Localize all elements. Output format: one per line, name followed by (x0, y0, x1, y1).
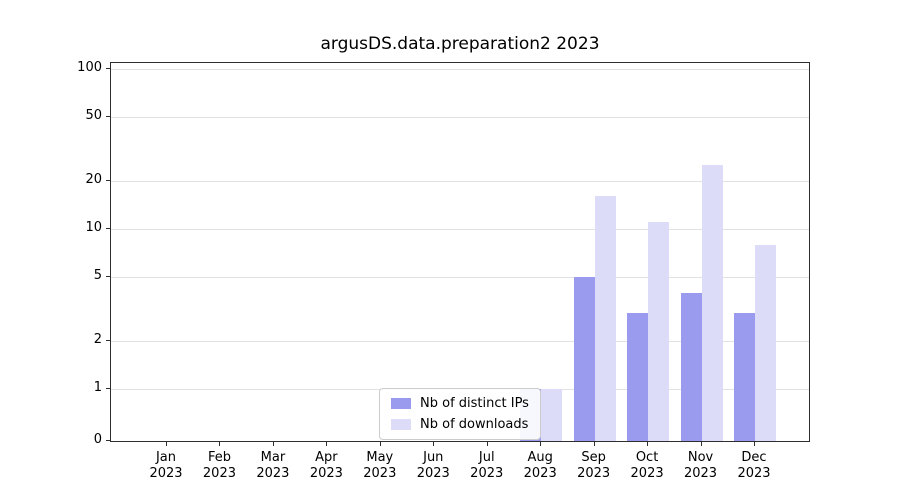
x-tick-mark (272, 442, 274, 446)
y-tick-mark (106, 179, 110, 181)
y-tick-mark (106, 228, 110, 229)
x-tick-label-line: Apr (315, 450, 338, 465)
y-tick-mark (106, 116, 110, 118)
x-tick-label-line: Feb (207, 450, 231, 465)
legend-item-downloads: Nb of downloads (391, 417, 529, 432)
y-tick-label: 50 (85, 108, 102, 124)
x-tick-mark (700, 442, 702, 446)
x-tick-mark (219, 442, 221, 446)
x-tick-label: Mar 2023 (241, 450, 305, 482)
y-tick-mark (106, 68, 110, 69)
x-tick-label-line: 2023 (577, 466, 611, 481)
x-tick-label-line: May (366, 450, 394, 465)
x-tick-label-line: Dec (741, 450, 767, 465)
x-tick-label: Nov 2023 (669, 450, 733, 482)
legend-label-downloads: Nb of downloads (420, 417, 529, 432)
x-tick-mark (433, 442, 435, 446)
x-tick-label: May 2023 (348, 450, 412, 482)
gridline (111, 277, 809, 279)
x-tick-mark (166, 442, 167, 446)
x-tick-label-line: 2023 (630, 466, 664, 481)
gridline (111, 69, 809, 70)
x-tick-label: Feb 2023 (187, 450, 251, 482)
x-tick-label-line: Mar (260, 450, 286, 465)
bar-downloads (755, 244, 776, 441)
gridline (111, 229, 809, 230)
x-tick-label: Dec 2023 (722, 450, 786, 482)
x-tick-label-line: Jan (155, 450, 177, 465)
x-tick-label: Jan 2023 (134, 450, 198, 482)
bars-layer (111, 63, 809, 441)
x-tick-label-line: 2023 (202, 466, 236, 481)
x-tick-label: Sep 2023 (562, 450, 626, 482)
y-tick-label: 20 (85, 171, 102, 187)
x-tick-label-line: Nov (687, 450, 714, 465)
bar-distinct-ips (573, 277, 595, 441)
x-tick-label: Oct 2023 (615, 450, 679, 482)
gridline (111, 180, 809, 182)
y-tick-mark (106, 440, 110, 441)
x-tick-label-line: 2023 (149, 466, 183, 481)
x-tick-label-line: 2023 (737, 466, 771, 481)
y-tick-mark (106, 388, 110, 389)
bar-distinct-ips (680, 292, 702, 441)
x-tick-label: Jun 2023 (401, 450, 465, 482)
legend-swatch-distinct-ips-icon (391, 398, 411, 409)
y-tick-mark (106, 339, 110, 341)
legend-item-distinct-ips: Nb of distinct IPs (391, 396, 529, 411)
x-tick-label: Apr 2023 (294, 450, 358, 482)
y-tick-label: 100 (77, 60, 102, 75)
gridline (111, 117, 809, 119)
x-tick-mark (326, 442, 328, 446)
x-tick-label-line: 2023 (309, 466, 343, 481)
legend-swatch-downloads-icon (391, 419, 411, 430)
x-tick-label-line: Oct (635, 450, 659, 465)
x-tick-mark (593, 442, 595, 446)
x-tick-label-line: 2023 (683, 466, 718, 481)
x-tick-mark (540, 442, 542, 446)
x-tick-label-line: 2023 (523, 466, 557, 481)
x-tick-label: Jul 2023 (455, 450, 519, 482)
y-tick-mark (106, 276, 110, 278)
x-tick-label-line: Jul (478, 450, 495, 465)
x-tick-label-line: 2023 (470, 466, 504, 481)
bar-downloads (541, 389, 563, 441)
bar-distinct-ips (734, 312, 755, 441)
x-tick-mark (486, 442, 488, 446)
x-tick-mark (647, 442, 649, 446)
x-tick-label-line: Sep (581, 450, 606, 465)
y-tick-label: 10 (85, 220, 102, 235)
gridline (111, 340, 809, 342)
legend-label-distinct-ips: Nb of distinct IPs (420, 396, 529, 411)
y-tick-label: 5 (93, 268, 102, 284)
x-tick-label-line: 2023 (416, 466, 450, 481)
bar-downloads (701, 165, 723, 441)
x-tick-label-line: Aug (527, 450, 553, 465)
x-tick-label-line: 2023 (256, 466, 290, 481)
bar-downloads (648, 222, 670, 441)
bar-downloads (594, 196, 616, 441)
plot-area: Nb of distinct IPs Nb of downloads (110, 62, 810, 442)
x-tick-label: Aug 2023 (508, 450, 572, 482)
x-tick-mark (754, 442, 755, 446)
legend: Nb of distinct IPs Nb of downloads (379, 388, 541, 440)
y-tick-label: 2 (93, 331, 102, 347)
x-tick-mark (379, 442, 381, 446)
y-tick-label: 0 (93, 432, 102, 447)
x-tick-label-line: Jun (423, 450, 444, 465)
y-tick-label: 1 (93, 380, 102, 395)
x-tick-label-line: 2023 (363, 466, 397, 481)
bar-distinct-ips (627, 312, 649, 441)
chart-title: argusDS.data.preparation2 2023 (320, 34, 600, 54)
